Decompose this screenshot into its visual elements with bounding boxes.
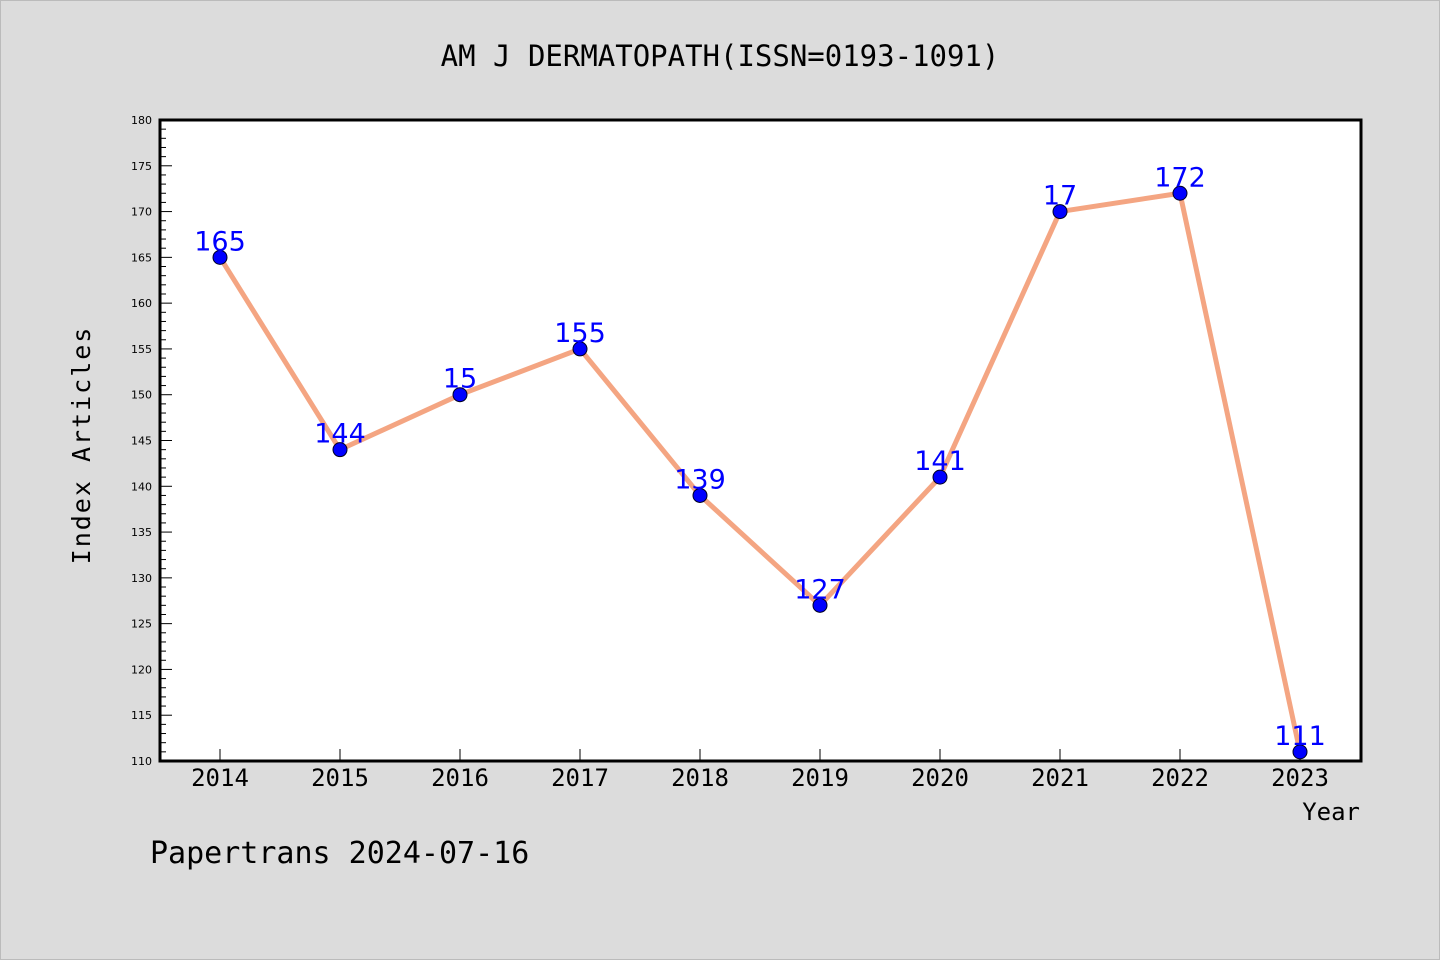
data-label: 172 bbox=[1154, 162, 1206, 193]
data-point bbox=[812, 597, 828, 613]
data-label: 127 bbox=[794, 574, 846, 605]
data-point bbox=[1172, 185, 1188, 201]
y-axis-label: Index Articles bbox=[67, 326, 96, 565]
chart-title: AM J DERMATOPATH(ISSN=0193-1091) bbox=[441, 39, 1000, 73]
y-tick-label: 180 bbox=[131, 114, 152, 127]
x-tick-label: 2020 bbox=[911, 764, 969, 792]
data-point bbox=[932, 469, 948, 485]
data-labels: 165 144 15 155 139 127 141 17 172 111 bbox=[194, 162, 1326, 752]
x-tick-label: 2016 bbox=[431, 764, 489, 792]
data-point bbox=[1292, 744, 1308, 760]
y-tick-label: 115 bbox=[131, 709, 152, 722]
x-axis-label: Year bbox=[1302, 798, 1360, 826]
data-point bbox=[332, 442, 348, 458]
x-tick-label: 2019 bbox=[791, 764, 849, 792]
data-label: 155 bbox=[554, 318, 606, 349]
x-tick-label: 2022 bbox=[1151, 764, 1209, 792]
data-point bbox=[452, 387, 468, 403]
y-tick-label: 165 bbox=[131, 251, 152, 264]
y-tick-label: 135 bbox=[131, 526, 152, 539]
data-point bbox=[572, 341, 588, 357]
footer-text: Papertrans 2024-07-16 bbox=[150, 836, 529, 871]
data-label: 15 bbox=[443, 364, 477, 395]
y-tick-label: 120 bbox=[131, 663, 152, 676]
y-tick-label: 170 bbox=[131, 206, 152, 219]
x-tick-label: 2023 bbox=[1271, 764, 1329, 792]
series-line bbox=[217, 190, 1303, 753]
data-label: 111 bbox=[1274, 721, 1326, 752]
data-point bbox=[1052, 204, 1068, 220]
y-tick-label: 175 bbox=[131, 160, 152, 173]
y-tick-label: 140 bbox=[131, 480, 152, 493]
plot-frame bbox=[158, 118, 1363, 763]
y-tick-label: 110 bbox=[131, 755, 152, 768]
data-point bbox=[212, 249, 228, 265]
y-tick-label: 150 bbox=[131, 389, 152, 402]
x-axis: 2014 2015 2016 2017 2018 2019 2020 2021 2022 2023 bbox=[191, 749, 1329, 792]
data-label: 165 bbox=[194, 226, 246, 257]
x-tick-label: 2018 bbox=[671, 764, 729, 792]
y-tick-label: 160 bbox=[131, 297, 152, 310]
data-point bbox=[692, 487, 708, 503]
y-tick-label: 130 bbox=[131, 572, 152, 585]
y-axis: 110 115 120 125 130 135 140 145 150 155 160 165 170 1… bbox=[131, 114, 172, 768]
x-tick-label: 2015 bbox=[311, 764, 369, 792]
data-label: 141 bbox=[914, 446, 966, 477]
data-label: 139 bbox=[674, 464, 726, 495]
y-tick-label: 125 bbox=[131, 618, 152, 631]
x-tick-label: 2017 bbox=[551, 764, 609, 792]
data-label: 17 bbox=[1043, 181, 1077, 212]
x-tick-label: 2021 bbox=[1031, 764, 1089, 792]
y-tick-label: 145 bbox=[131, 435, 152, 448]
data-label: 144 bbox=[314, 419, 366, 450]
y-tick-label: 155 bbox=[131, 343, 152, 356]
x-tick-label: 2014 bbox=[191, 764, 249, 792]
data-markers bbox=[212, 185, 1308, 760]
